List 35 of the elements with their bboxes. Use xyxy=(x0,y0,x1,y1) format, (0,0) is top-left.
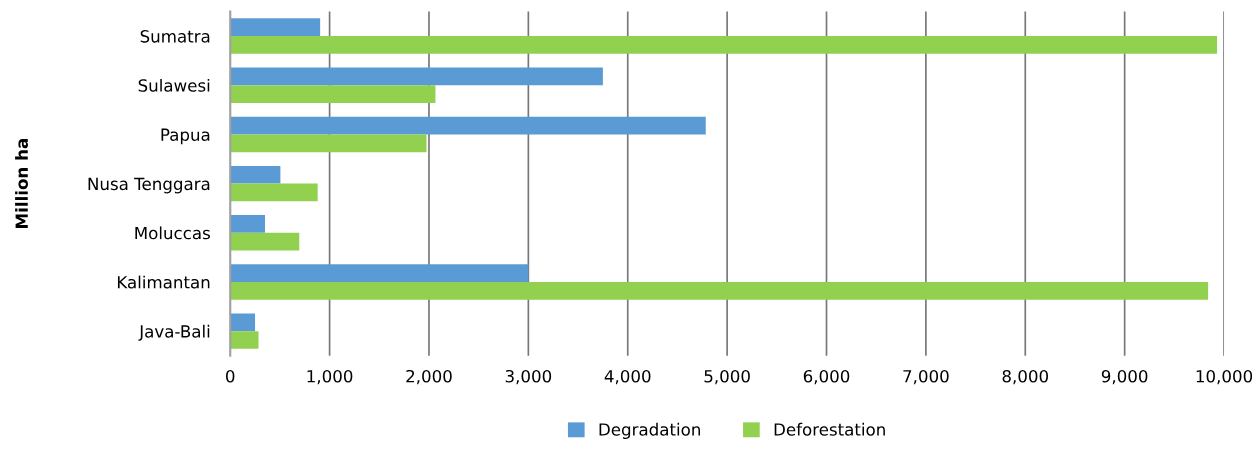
x-tick-label: 4,000 xyxy=(604,369,651,385)
bar xyxy=(230,281,1209,300)
x-tick-label: 2,000 xyxy=(406,369,452,385)
y-tick-label: Kalimantan xyxy=(117,275,210,289)
legend-label: Deforestation xyxy=(774,422,885,436)
bar xyxy=(230,313,256,332)
bar xyxy=(230,67,603,86)
bar xyxy=(230,264,529,282)
x-tick-label: 10,000 xyxy=(1196,369,1253,385)
y-tick-label: Moluccas xyxy=(135,226,210,240)
bar xyxy=(230,116,706,135)
bar xyxy=(230,18,321,37)
bar xyxy=(230,183,318,202)
y-axis-title: Million ha xyxy=(15,139,28,228)
x-tick-label: 3,000 xyxy=(505,369,552,385)
bar xyxy=(230,134,427,153)
y-tick-label: Nusa Tenggara xyxy=(88,177,210,194)
x-tick-label: 9,000 xyxy=(1101,369,1148,385)
x-tick-label: 1,000 xyxy=(307,369,353,385)
x-tick-label: 6,000 xyxy=(803,369,850,385)
x-tick-label: 5,000 xyxy=(704,369,750,385)
bar xyxy=(230,215,265,233)
x-tick-label: 0 xyxy=(226,369,235,383)
legend-label: Degradation xyxy=(599,422,700,439)
bar xyxy=(230,85,436,103)
y-tick-label: Sulawesi xyxy=(138,78,210,92)
y-tick-label: Papua xyxy=(161,128,210,145)
bar xyxy=(230,232,300,251)
bar xyxy=(230,165,281,184)
y-tick-label: Sumatra xyxy=(140,30,210,43)
bar xyxy=(230,36,1218,54)
x-tick-label: 7,000 xyxy=(903,369,949,385)
y-tick-label: Java-Bali xyxy=(138,324,210,341)
x-tick-label: 8,000 xyxy=(1002,369,1049,385)
bar xyxy=(230,331,259,349)
